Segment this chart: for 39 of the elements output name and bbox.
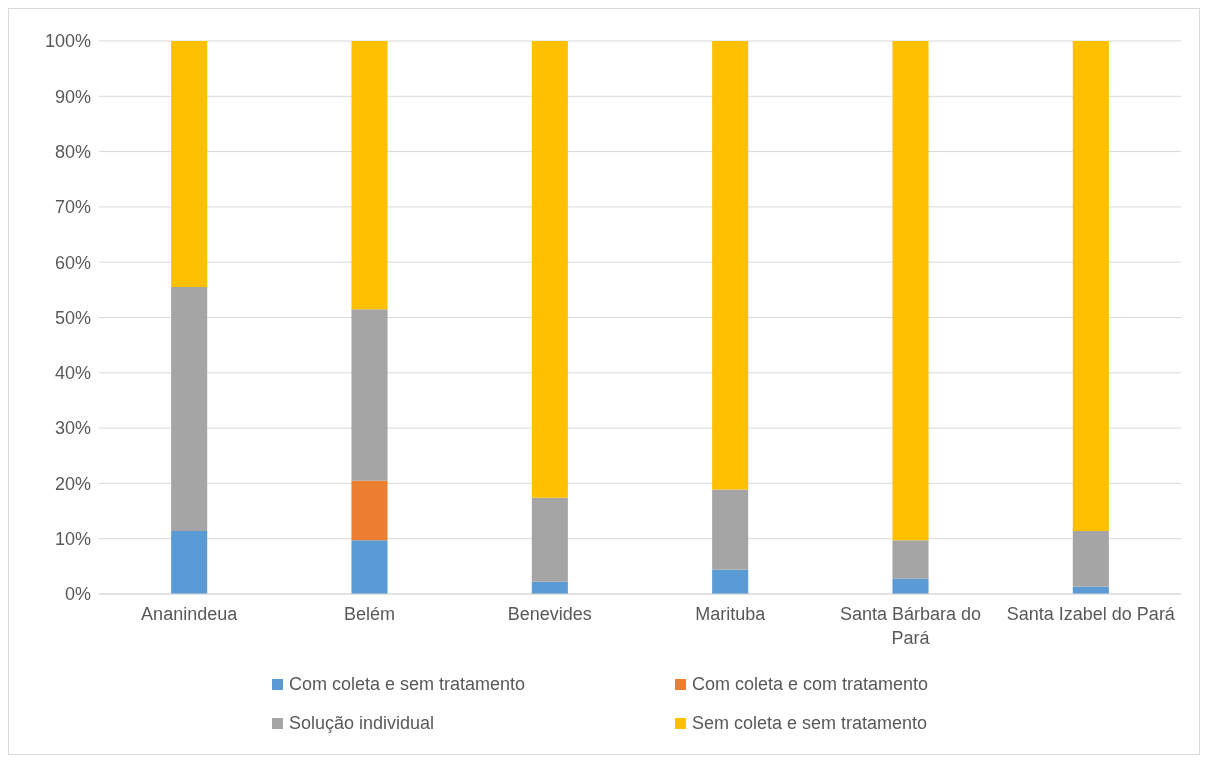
y-tick-label: 20%	[54, 473, 91, 494]
bar	[712, 569, 749, 594]
bar	[1072, 530, 1109, 587]
x-tick-label: Benevides	[507, 604, 592, 624]
y-tick-label: 60%	[54, 252, 91, 273]
y-tick-label: 0%	[64, 584, 91, 605]
bar	[351, 309, 388, 481]
legend-label: Sem coleta e sem tratamento	[692, 713, 928, 734]
y-tick-label: 100%	[44, 31, 91, 52]
bar	[351, 480, 388, 541]
legend-label: Com coleta e sem tratamento	[288, 674, 525, 695]
bar	[712, 489, 749, 570]
bar	[1072, 41, 1109, 531]
x-tick-label: Santa Bárbara do Pará	[839, 604, 982, 648]
y-tick-label: 30%	[54, 418, 91, 439]
legend-label: Solução individual	[288, 713, 434, 734]
bar	[712, 41, 749, 490]
bar	[171, 287, 208, 531]
bar	[171, 530, 208, 594]
bar	[351, 540, 388, 594]
y-tick-label: 90%	[54, 86, 91, 107]
bar	[892, 41, 929, 541]
x-tick-label: Santa Izabel do Pará	[1006, 604, 1176, 624]
y-tick-label: 40%	[54, 363, 91, 384]
bar	[171, 41, 208, 288]
y-tick-label: 80%	[54, 141, 91, 162]
x-tick-label: Marituba	[695, 604, 767, 624]
x-tick-label: Belém	[343, 604, 396, 624]
bar	[531, 581, 568, 594]
x-tick-label: Ananindeua	[141, 604, 239, 624]
y-tick-label: 70%	[54, 197, 91, 218]
bar	[531, 41, 568, 498]
bar	[531, 497, 568, 582]
bar	[892, 578, 929, 594]
y-tick-label: 10%	[54, 529, 91, 550]
bar	[892, 540, 929, 579]
y-tick-label: 50%	[54, 307, 91, 328]
bar	[351, 41, 388, 310]
legend-label: Com coleta e com tratamento	[692, 674, 929, 695]
